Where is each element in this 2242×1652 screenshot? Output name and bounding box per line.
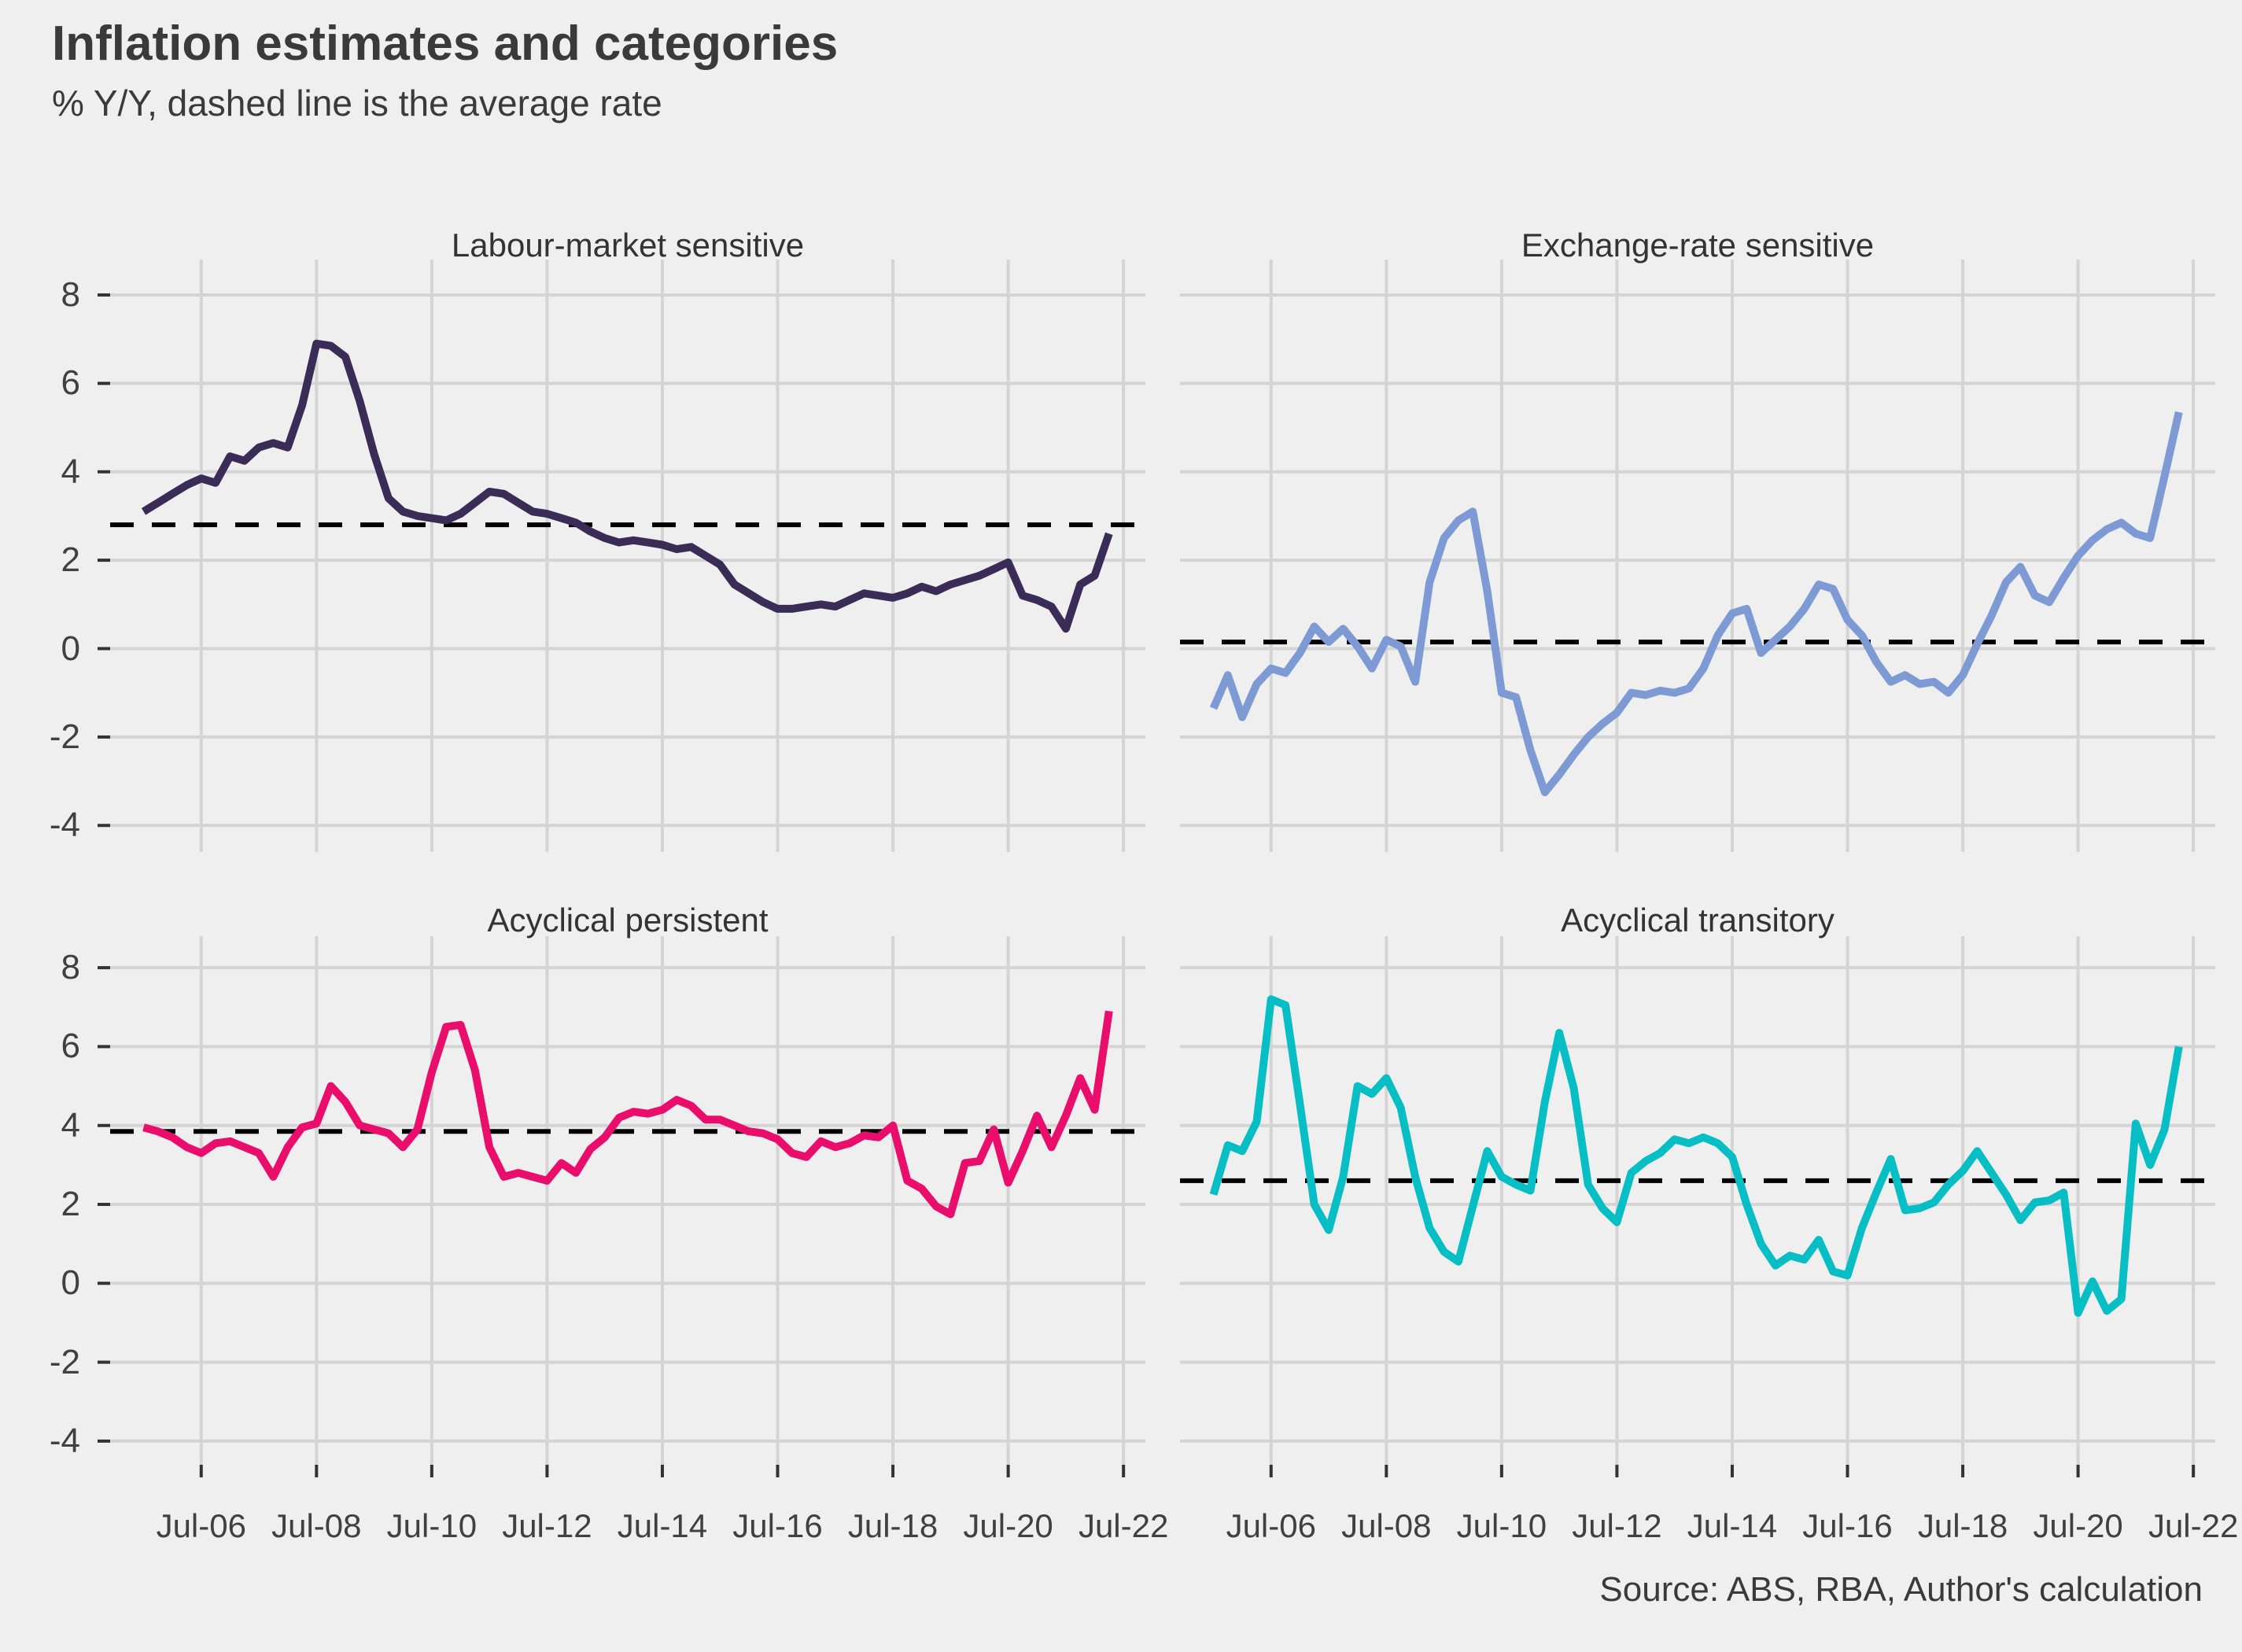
x-tick-label: Jul-12	[502, 1507, 592, 1544]
y-tick-label: 6	[61, 363, 80, 403]
y-tick-label: 8	[61, 948, 80, 987]
x-tick-label: Jul-16	[1802, 1507, 1893, 1544]
x-tick-label: Jul-12	[1572, 1507, 1662, 1544]
x-tick-label: Jul-06	[156, 1507, 246, 1544]
y-tick-label: 4	[61, 1105, 80, 1145]
panel-exchange-rate	[1180, 260, 2215, 852]
x-tick-label: Jul-10	[386, 1507, 478, 1544]
series-line	[1209, 411, 2183, 797]
series-line	[142, 1010, 1113, 1219]
facet-title-acyclical-transitory: Acyclical transitory	[1561, 902, 1835, 938]
x-tick-label: Jul-20	[2033, 1507, 2123, 1544]
x-tick-label: Jul-20	[963, 1507, 1053, 1544]
x-tick-label: Jul-14	[1687, 1507, 1778, 1544]
y-tick-label: 8	[61, 275, 80, 314]
x-tick-label: Jul-06	[1226, 1507, 1316, 1544]
series-line	[141, 339, 1113, 633]
facet-title-labour-market: Labour-market sensitive	[451, 227, 805, 264]
y-tick-label: 0	[61, 1263, 80, 1303]
x-tick-label: Jul-18	[847, 1507, 938, 1544]
chart-subtitle: % Y/Y, dashed line is the average rate	[52, 83, 662, 124]
x-axis-labels-right-panel: Jul-06 Jul-08 Jul-10 Jul-12 Jul-14 Jul-16 Jul-…	[1164, 1507, 2239, 1548]
x-axis-labels-left-panel: Jul-06 Jul-08 Jul-10 Jul-12 Jul-14 Jul-16 Jul-…	[94, 1507, 1169, 1548]
y-tick-label: -4	[49, 1421, 80, 1460]
y-tick-label: -2	[49, 1342, 80, 1381]
x-tick-label: Jul-18	[1917, 1507, 2008, 1544]
x-tick-label: Jul-08	[271, 1507, 362, 1544]
x-tick-label: Jul-08	[1341, 1507, 1432, 1544]
series-line	[1209, 995, 2183, 1317]
y-tick-label: -4	[49, 806, 80, 845]
y-tick-label: -2	[49, 717, 80, 756]
x-tick-label: Jul-16	[732, 1507, 823, 1544]
x-tick-label: Jul-14	[617, 1507, 708, 1544]
panel-labour-market	[98, 260, 1145, 852]
y-tick-label: 0	[61, 629, 80, 668]
y-tick-label: 2	[61, 1185, 80, 1223]
chart-title: Inflation estimates and categories	[52, 17, 839, 71]
y-tick-label: 4	[61, 452, 80, 491]
y-tick-label: 6	[61, 1027, 80, 1066]
y-tick-label: 2	[61, 540, 80, 580]
x-tick-label: Jul-22	[1078, 1507, 1169, 1544]
facet-title-acyclical-persistent: Acyclical persistent	[487, 902, 769, 938]
facet-title-exchange-rate: Exchange-rate sensitive	[1521, 227, 1875, 264]
panel-acyclical-persistent	[98, 936, 1145, 1477]
x-tick-label: Jul-10	[1456, 1507, 1547, 1544]
x-tick-label: Jul-22	[2148, 1507, 2239, 1544]
panel-acyclical-transitory	[1180, 936, 2215, 1477]
source-caption: Source: ABS, RBA, Author's calculation	[1599, 1570, 2203, 1609]
